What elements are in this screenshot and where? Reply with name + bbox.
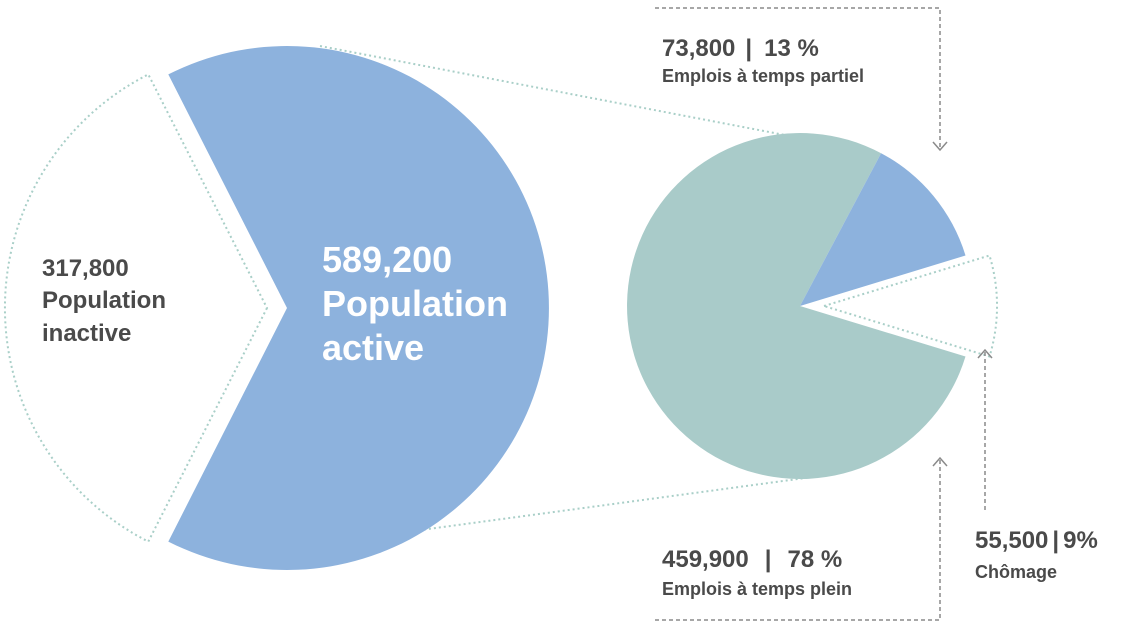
label-inactive-value: 317,800: [42, 255, 129, 282]
label-part-time-percent: 13 %: [764, 35, 819, 62]
label-unemployment-numbers: 55,500 | 9%: [975, 527, 1098, 554]
label-unemployment-amount: 55,500: [975, 527, 1048, 554]
pie-slice-part-time[interactable]: [800, 153, 966, 306]
label-unemployment-separator: |: [1052, 527, 1059, 554]
pie-slice-population-active[interactable]: [168, 45, 549, 570]
label-part-time-separator: |: [745, 35, 752, 62]
label-full-time-amount: 459,900: [662, 546, 749, 573]
label-unemployment-name: Chômage: [975, 562, 1057, 582]
label-full-time-name: Emplois à temps plein: [662, 579, 852, 599]
label-full-time-percent: 78 %: [787, 546, 842, 573]
label-active-line1: Population: [322, 283, 508, 324]
label-unemployment-percent: 9%: [1063, 527, 1098, 554]
annotation-full-time: [655, 456, 948, 621]
main-pie: [4, 45, 549, 570]
label-full-time-separator: |: [765, 546, 772, 573]
annotation-part-time: [655, 7, 948, 152]
label-part-time-numbers: 73,800 | 13 %: [662, 35, 819, 62]
pie-slice-full-time[interactable]: [627, 133, 966, 480]
annotation-unemployment: [977, 348, 993, 510]
pie-slice-unemployment[interactable]: [820, 254, 999, 358]
label-active-line2: active: [322, 327, 424, 368]
label-full-time-numbers: 459,900 | 78 %: [662, 546, 842, 573]
label-part-time-amount: 73,800: [662, 35, 735, 62]
label-inactive-line2: inactive: [42, 320, 131, 347]
label-active-value: 589,200: [322, 239, 452, 280]
pie-slice-population-inactive[interactable]: [4, 73, 269, 543]
label-part-time-name: Emplois à temps partiel: [662, 66, 864, 86]
breakdown-pie: [627, 133, 999, 480]
label-inactive-line1: Population: [42, 287, 166, 314]
